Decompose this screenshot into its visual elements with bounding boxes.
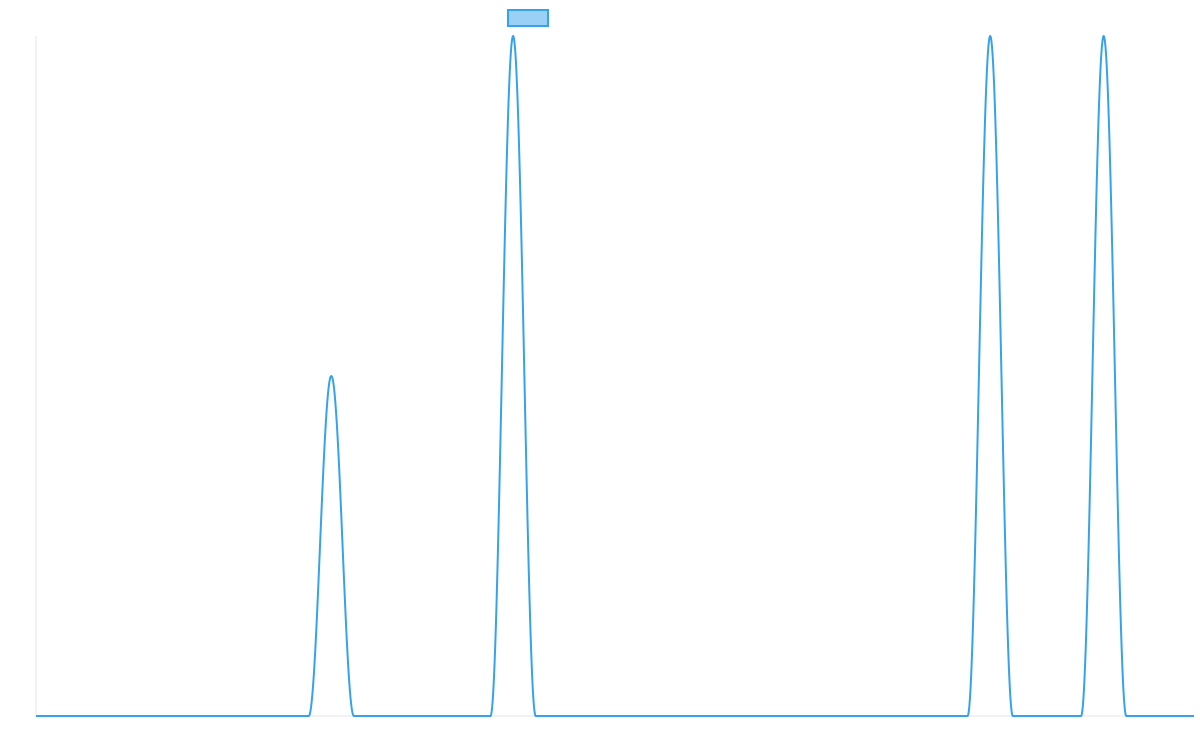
series-line-0 [35, 35, 1195, 717]
axes [35, 36, 1194, 717]
legend[interactable] [507, 9, 549, 27]
series-layer [35, 35, 1195, 717]
legend-swatch[interactable] [507, 9, 549, 27]
